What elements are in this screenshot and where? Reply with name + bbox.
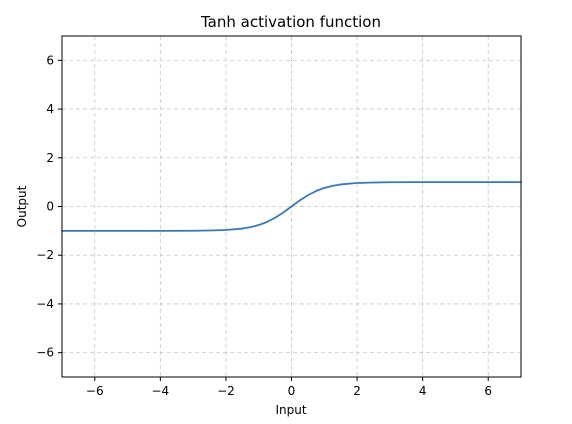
y-tick-label: 0	[46, 200, 54, 214]
y-axis-ticks: −6 −4 −2 0 2 4 6	[36, 53, 62, 360]
x-axis-ticks: −6 −4 −2 0 2 4 6	[86, 377, 492, 398]
y-tick-label: 2	[46, 151, 54, 165]
x-tick-label: 4	[419, 384, 427, 398]
y-tick-label: −6	[36, 346, 54, 360]
x-tick-label: 0	[288, 384, 296, 398]
plot-series	[61, 181, 522, 232]
x-tick-label: 2	[353, 384, 361, 398]
chart-title: Tanh activation function	[200, 13, 381, 31]
tanh-series-line	[61, 181, 522, 232]
x-tick-label: −2	[217, 384, 235, 398]
y-tick-label: −4	[36, 297, 54, 311]
y-tick-label: −2	[36, 248, 54, 262]
x-tick-label: 6	[484, 384, 492, 398]
x-tick-label: −6	[86, 384, 104, 398]
y-tick-label: 6	[46, 53, 54, 67]
y-axis-label: Output	[15, 185, 29, 227]
y-tick-label: 4	[46, 102, 54, 116]
x-axis-label: Input	[275, 403, 306, 417]
x-tick-label: −4	[152, 384, 170, 398]
